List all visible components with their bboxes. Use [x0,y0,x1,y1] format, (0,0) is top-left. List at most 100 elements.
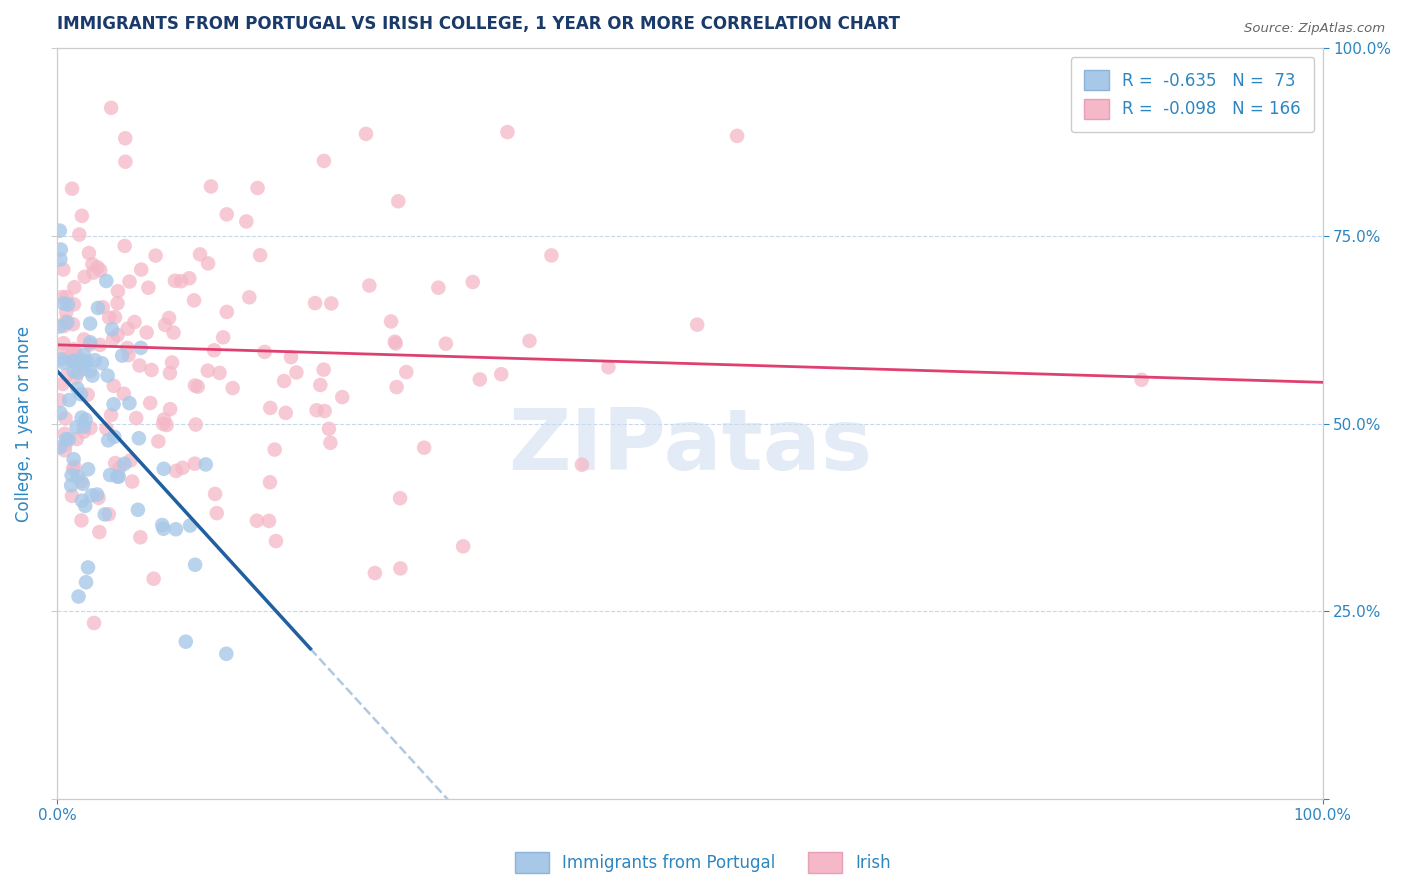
Point [215,305,238,319]
Point [221,381,243,395]
Point [163,274,186,288]
Point [686,318,709,332]
Point [60,478,83,492]
Point [89,263,111,277]
Point [60,489,83,503]
Point [70,410,93,425]
Point [121,475,143,489]
Text: IMMIGRANTS FROM PORTUGAL VS IRISH COLLEGE, 1 YEAR OR MORE CORRELATION CHART: IMMIGRANTS FROM PORTUGAL VS IRISH COLLEG… [58,15,900,33]
Point [75,575,97,590]
Point [97,368,120,383]
Point [49,441,72,455]
Point [238,290,260,304]
Point [103,430,125,444]
Point [55,432,77,446]
Point [235,214,257,228]
Point [62,461,84,475]
Point [70,513,93,527]
Point [159,402,181,417]
Point [129,341,152,355]
Point [305,403,328,417]
Point [58,432,80,446]
Point [80,488,103,502]
Point [53,443,76,458]
Point [60,182,83,196]
Point [259,475,281,490]
Point [184,558,207,572]
Point [138,281,160,295]
Point [89,338,111,352]
Point [128,359,150,373]
Point [51,352,73,367]
Point [304,296,326,310]
Point [141,363,163,377]
Point [62,452,84,467]
Point [62,364,84,378]
Point [58,351,80,366]
Point [77,246,100,260]
Point [52,296,75,310]
Point [246,514,269,528]
Point [114,154,136,169]
Point [129,530,152,544]
Point [496,125,519,139]
Point [108,460,131,475]
Point [96,421,118,435]
Point [49,344,72,359]
Point [125,411,148,425]
Point [70,353,93,368]
Point [82,266,104,280]
Point [75,412,97,426]
Point [152,522,174,536]
Point [98,310,121,325]
Point [145,249,167,263]
Point [107,296,129,310]
Point [60,354,83,368]
Point [128,431,150,445]
Point [75,499,97,513]
Point [93,508,115,522]
Point [202,343,225,358]
Point [79,317,101,331]
Point [160,355,183,369]
Point [65,346,87,360]
Point [62,317,84,331]
Point [63,342,86,356]
Point [100,408,122,422]
Point [114,239,136,253]
Point [73,361,96,376]
Point [91,300,114,314]
Point [117,341,139,355]
Point [52,262,75,277]
Point [127,503,149,517]
Point [598,360,620,375]
Legend: R =  -0.635   N =  73, R =  -0.098   N = 166: R = -0.635 N = 73, R = -0.098 N = 166 [1070,57,1315,132]
Point [66,382,89,396]
Point [76,354,98,368]
Point [434,336,457,351]
Point [79,421,101,435]
Point [205,506,228,520]
Point [170,274,193,288]
Point [461,275,484,289]
Point [52,356,75,370]
Point [105,469,128,483]
Point [117,321,139,335]
Point [197,256,219,270]
Point [385,380,408,394]
Point [179,518,201,533]
Point [103,397,125,411]
Point [150,518,173,533]
Point [413,441,436,455]
Point [124,315,146,329]
Point [97,508,120,522]
Point [63,459,86,474]
Point [389,491,412,505]
Point [319,435,342,450]
Point [152,417,174,431]
Point [56,297,79,311]
Point [184,457,207,471]
Point [204,487,226,501]
Point [519,334,541,348]
Point [55,314,77,328]
